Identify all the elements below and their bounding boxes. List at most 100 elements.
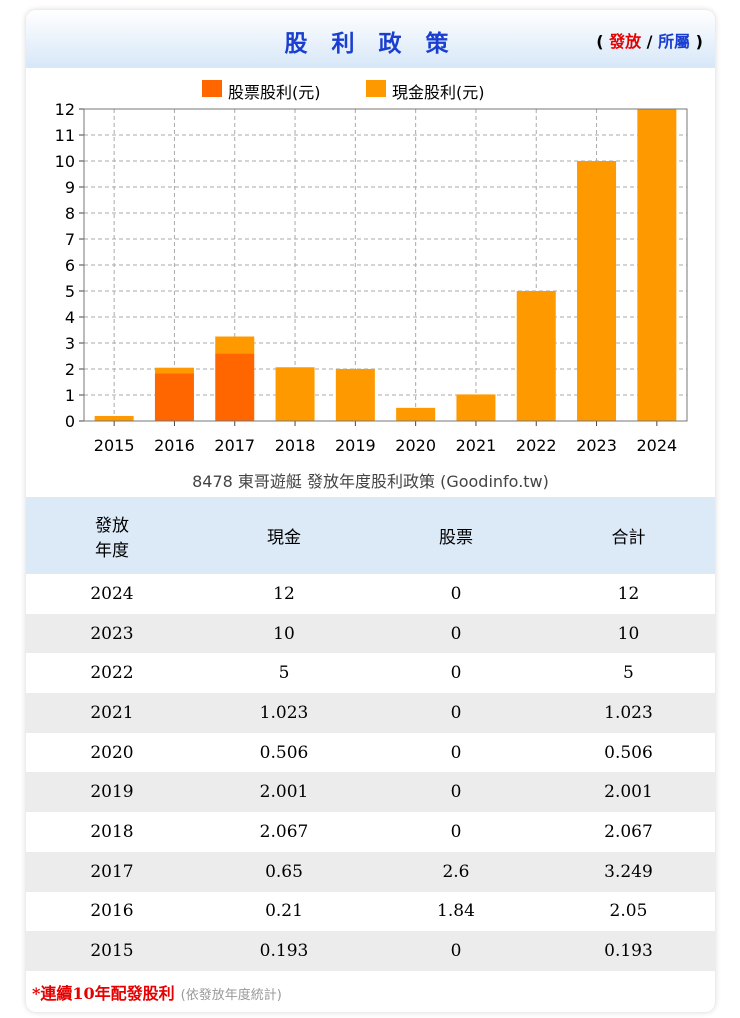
y-tick-label: 8: [65, 204, 75, 223]
bar-cash: [396, 407, 436, 421]
cell-cash: 1.023: [197, 693, 371, 733]
cell-year: 2018: [90, 821, 134, 842]
bar-cash: [215, 336, 255, 354]
panel-title: 股 利 政 策: [284, 31, 457, 57]
bar-cash: [94, 415, 134, 421]
y-tick-label: 2: [65, 360, 75, 379]
y-tick-label: 1: [65, 386, 75, 405]
legend-swatch-stock: [202, 80, 222, 97]
header-year-line: 年度: [94, 540, 129, 561]
cell-total: 2.067: [604, 821, 653, 842]
header-stock: 股票: [370, 497, 542, 574]
table-row: 2015 0.193 0 0.193: [26, 931, 715, 971]
plot-border: [83, 108, 688, 422]
link-paid-year[interactable]: 發放: [609, 32, 642, 51]
y-tick-label: 5: [65, 282, 75, 301]
bar-cash: [456, 394, 496, 421]
cell-cash: 0.506: [259, 742, 309, 763]
cell-total: 0.193: [541, 931, 715, 971]
cell-stock: 0: [450, 821, 462, 842]
table-body: 2024 12 0 12 2023 10 0 10 2022 5 0 5 2021 1.023 0 1.023…: [26, 574, 715, 971]
cell-stock: 2.6: [370, 851, 542, 892]
x-tick-label: 2017: [214, 436, 255, 455]
cell-year: 2017: [26, 851, 198, 892]
y-tick-label: 7: [65, 230, 75, 249]
x-tick-label: 2021: [456, 436, 497, 455]
bar-stock: [215, 353, 255, 421]
cell-year: 2020: [90, 742, 134, 763]
y-tick-label: 0: [65, 412, 75, 431]
legend-swatch-cash: [366, 80, 386, 97]
cell-year: 2016: [90, 901, 134, 922]
link-belong-year[interactable]: 所屬: [658, 32, 691, 51]
cell-stock: 0: [370, 772, 542, 813]
cell-cash: 0.65: [197, 851, 371, 892]
y-tick-label: 12: [55, 100, 75, 119]
cell-stock: 0: [370, 931, 542, 971]
header-year: 發放 年度: [26, 497, 198, 574]
y-tick-label: 9: [65, 178, 75, 197]
cell-cash: 0.21: [265, 901, 303, 922]
cell-stock: 0: [450, 663, 462, 684]
header-year-line: 發放: [94, 515, 129, 536]
cell-year: 2019: [26, 772, 198, 813]
chart-legend: 股票股利(元) 現金股利(元): [26, 78, 715, 102]
bar-cash: [335, 368, 375, 421]
bar-cash: [637, 109, 677, 421]
table-row: 2023 10 0 10: [26, 613, 715, 654]
cell-stock: 0: [370, 693, 542, 733]
header-cash: 現金: [197, 497, 371, 574]
cell-cash: 0.193: [197, 931, 371, 971]
chart-caption: 8478 東哥遊艇 發放年度股利政策 (Goodinfo.tw): [192, 472, 549, 491]
cell-year: 2023: [26, 613, 198, 654]
y-tick-label: 4: [65, 308, 75, 327]
table-row: 2018 2.067 0 2.067: [26, 812, 715, 852]
panel-header: 股 利 政 策 ( 發放 / 所屬 ): [26, 10, 715, 68]
table-row: 2022 5 0 5: [26, 653, 715, 693]
table-header-row: 發放年度 現金 股票 合計: [26, 497, 715, 574]
footnote-sub: (依發放年度統計): [180, 988, 282, 1003]
table-row: 2017 0.65 2.6 3.249: [26, 851, 715, 892]
cell-cash: 5: [278, 663, 290, 684]
header-links: ( 發放 / 所屬 ): [596, 28, 703, 52]
y-tick-label: 11: [55, 126, 75, 145]
cell-total: 10: [541, 613, 715, 654]
cell-cash: 12: [273, 583, 295, 604]
x-tick-label: 2015: [94, 436, 135, 455]
y-tick-label: 10: [55, 152, 75, 171]
cell-cash: 2.067: [259, 821, 309, 842]
cell-year: 2024: [90, 583, 134, 604]
header-total: 合計: [541, 497, 715, 574]
cell-total: 12: [617, 583, 640, 604]
x-tick-label: 2022: [516, 436, 557, 455]
x-tick-label: 2023: [576, 436, 617, 455]
bar-cash: [154, 367, 194, 374]
cell-stock: 0: [450, 583, 462, 604]
bar-stock: [154, 373, 194, 421]
table-row: 2021 1.023 0 1.023: [26, 693, 715, 733]
cell-total: 2.001: [541, 772, 715, 813]
bar-cash: [516, 291, 556, 421]
table-row: 2020 0.506 0 0.506: [26, 733, 715, 773]
links-close: ): [690, 32, 703, 51]
y-tick-label: 3: [65, 334, 75, 353]
cell-stock: 0: [450, 742, 462, 763]
cell-total: 1.023: [541, 693, 715, 733]
cell-total: 0.506: [604, 742, 653, 763]
table-row: 2019 2.001 0 2.001: [26, 772, 715, 813]
cell-stock: 0: [370, 613, 542, 654]
x-tick-label: 2016: [154, 436, 195, 455]
cell-total: 2.05: [609, 901, 648, 922]
x-tick-label: 2020: [395, 436, 436, 455]
cell-year: 2015: [26, 931, 198, 971]
cell-stock: 1.84: [437, 901, 475, 922]
y-tick-label: 6: [65, 256, 75, 275]
table-row: 2024 12 0 12: [26, 574, 715, 614]
legend-label-cash: 現金股利(元): [392, 83, 485, 102]
bar-cash: [577, 161, 617, 421]
x-tick-label: 2018: [275, 436, 316, 455]
footnote-main: *連續10年配發股利: [32, 984, 175, 1003]
table-row: 2016 0.21 1.84 2.05: [26, 892, 715, 932]
